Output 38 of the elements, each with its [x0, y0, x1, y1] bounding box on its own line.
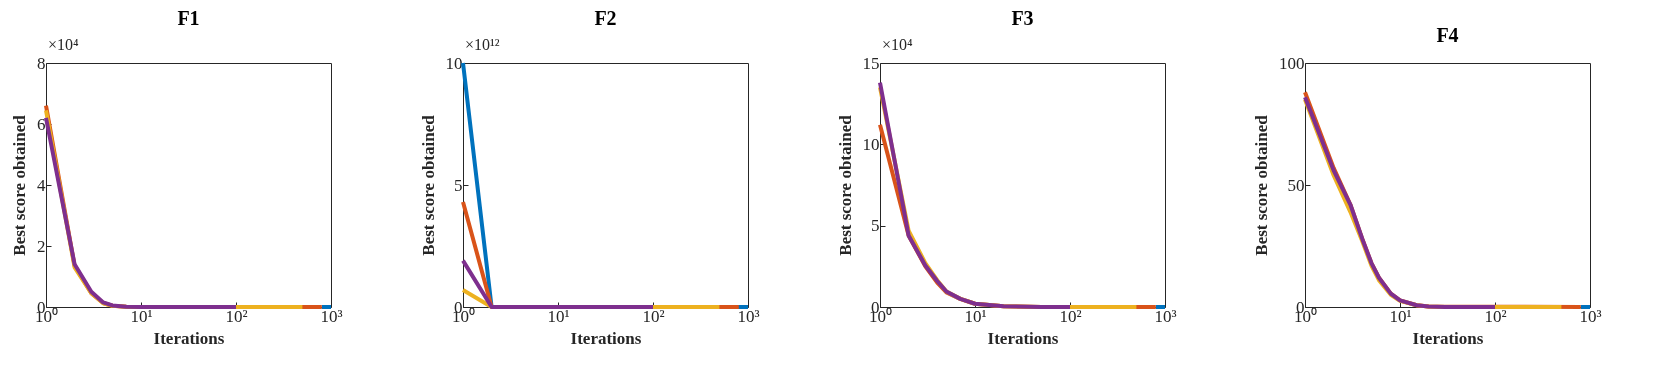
y-tick-label: 5: [454, 175, 463, 195]
y-axis-title: Best score obtained: [835, 114, 855, 256]
chart-title: F3: [1011, 7, 1034, 29]
x-tick-label: 10¹: [130, 306, 153, 326]
y-tick-label: 50: [1287, 175, 1305, 195]
x-axis-title: Iterations: [987, 328, 1059, 348]
x-tick-label: 10¹: [547, 306, 570, 326]
y-axis-title: Best score obtained: [1252, 114, 1271, 256]
y-tick-label: 10: [445, 53, 463, 73]
chart-title: F4: [1436, 24, 1459, 46]
x-axis-title: Iterations: [153, 328, 225, 348]
chart-title: F2: [594, 7, 617, 29]
x-tick-label: 10¹: [1389, 306, 1412, 326]
x-axis-title: Iterations: [1412, 328, 1484, 348]
y-axis-title: Best score obtained: [10, 114, 29, 256]
y-tick-label: 100: [1279, 53, 1305, 73]
y-tick-label: 15: [862, 53, 880, 73]
x-tick-label: 10²: [1059, 306, 1082, 326]
y-tick-label: 2: [37, 236, 46, 256]
x-tick-label: 10³: [1579, 306, 1602, 326]
y-tick-label: 4: [37, 175, 46, 195]
x-tick-label: 10²: [225, 306, 248, 326]
x-tick-label: 10³: [1154, 306, 1177, 326]
y-tick-label: 8: [37, 53, 46, 73]
y-axis-title: Best score obtained: [418, 114, 438, 256]
x-tick-label: 10²: [1484, 306, 1507, 326]
x-axis-title: Iterations: [570, 328, 642, 348]
x-tick-label: 10¹: [964, 306, 987, 326]
y-tick-label: 5: [871, 216, 880, 236]
text: ×10¹²: [465, 36, 500, 53]
x-tick-label: 10²: [642, 306, 665, 326]
x-tick-label: 10³: [320, 306, 343, 326]
text: ×10⁴: [48, 36, 80, 53]
x-tick-label: 10³: [737, 306, 760, 326]
y-tick-label: 6: [37, 114, 46, 134]
y-tick-label: 10: [862, 134, 880, 154]
chart-title: F1: [177, 7, 200, 29]
text: ×10⁴: [882, 36, 914, 53]
